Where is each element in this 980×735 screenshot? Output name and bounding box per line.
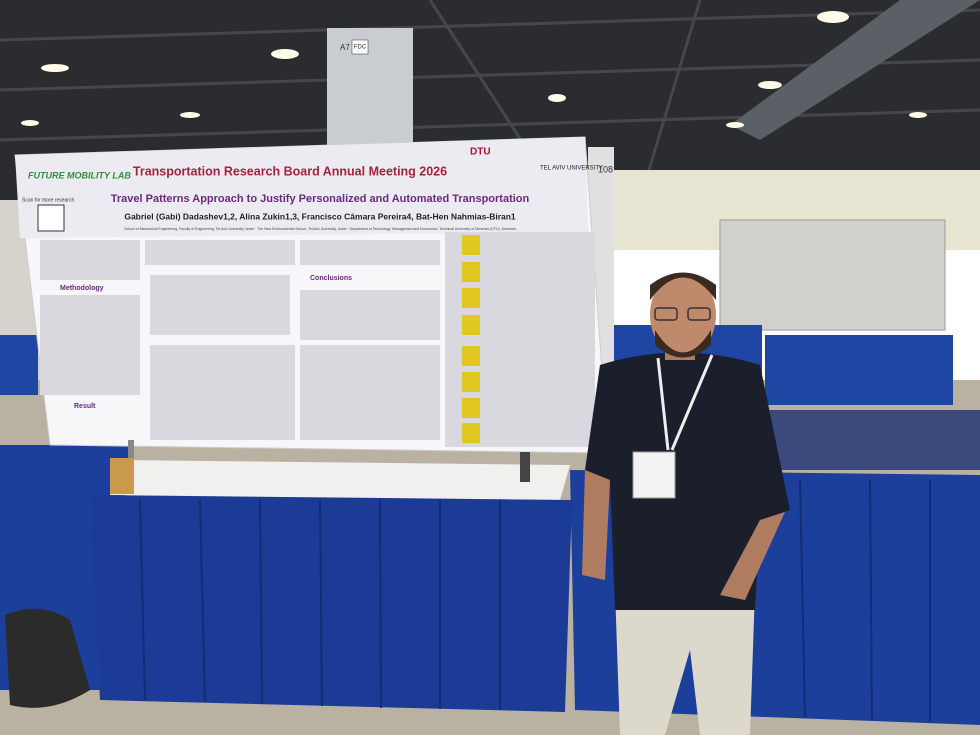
poster-figure: [462, 235, 480, 443]
table-top: [110, 460, 570, 500]
qr-code: [37, 204, 65, 232]
sign-label: FDC: [354, 45, 367, 51]
section-heading: Conclusions: [310, 275, 352, 282]
booth-number: 108: [598, 164, 613, 174]
stand-leg: [128, 440, 134, 465]
table-skirt: [0, 335, 38, 395]
lights: [21, 11, 927, 128]
table-skirt: [765, 335, 953, 405]
stand-leg: [520, 452, 530, 482]
back-board: [719, 219, 946, 331]
ceiling-beams: [0, 0, 980, 201]
pillar-label: A7: [340, 43, 350, 52]
scan-text: Scan for more research: [22, 197, 74, 203]
section-heading: Methodology: [60, 285, 104, 292]
poster-title: Travel Patterns Approach to Justify Pers…: [111, 193, 530, 205]
backpack: [5, 608, 90, 708]
person: [582, 272, 790, 735]
section-heading: Result: [74, 403, 96, 410]
authors: Gabriel (Gabi) Dadashev1,2, Alina Zukin1…: [124, 211, 516, 221]
university-logo: TEL AVIV UNIVERSITY: [540, 166, 603, 172]
skirt-folds: [139, 479, 931, 722]
event-name: Transportation Research Board Annual Mee…: [133, 164, 447, 178]
poster-header: [15, 137, 588, 238]
sign: [351, 39, 369, 55]
duct: [730, 0, 980, 140]
lab-logo: FUTURE MOBILITY LAB: [28, 170, 131, 180]
cup: [110, 458, 134, 494]
pillar: [327, 28, 413, 148]
table-skirt: [90, 495, 572, 712]
dtu-logo: DTU: [470, 147, 491, 158]
affiliations: School of Mechanical Engineering, Facult…: [124, 227, 516, 231]
